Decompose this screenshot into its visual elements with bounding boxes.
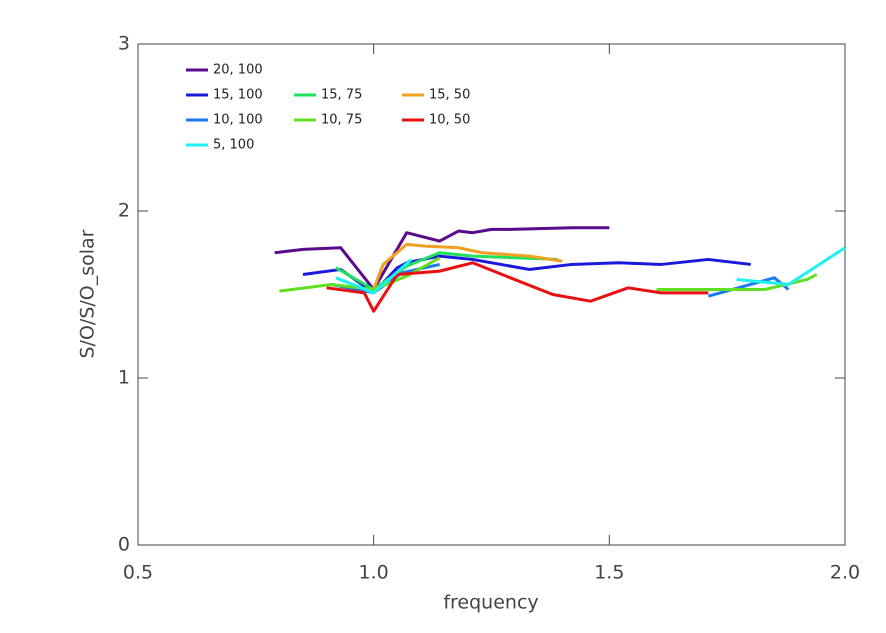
series-line: [335, 246, 846, 295]
series-line: [274, 226, 610, 291]
x-tick-label: 0.5: [123, 562, 153, 584]
y-tick-label: 1: [118, 367, 130, 389]
series-line: [326, 261, 709, 313]
plot-frame: [137, 43, 846, 546]
series-line: [335, 251, 558, 291]
x-tick-label: 2.0: [830, 562, 860, 584]
series-line: [372, 242, 563, 291]
x-axis-label: frequency: [443, 592, 538, 614]
y-tick-label: 2: [118, 200, 130, 222]
legend-label: 15, 75: [321, 88, 362, 103]
legend-label: 20, 100: [213, 63, 263, 78]
x-tick-label: 1.5: [594, 562, 624, 584]
legend-label: 10, 100: [213, 113, 263, 128]
x-tick-label: 1.0: [359, 562, 389, 584]
y-axis-label: S/O/S/O_solar: [77, 229, 99, 358]
legend-label: 15, 100: [213, 88, 263, 103]
y-tick-label: 3: [118, 33, 130, 55]
legend-label: 10, 75: [321, 113, 362, 128]
y-tick-label: 0: [118, 534, 130, 556]
legend-label: 5, 100: [213, 138, 254, 153]
legend-label: 15, 50: [429, 88, 470, 103]
series-line: [279, 256, 818, 293]
legend-label: 10, 50: [429, 113, 470, 128]
